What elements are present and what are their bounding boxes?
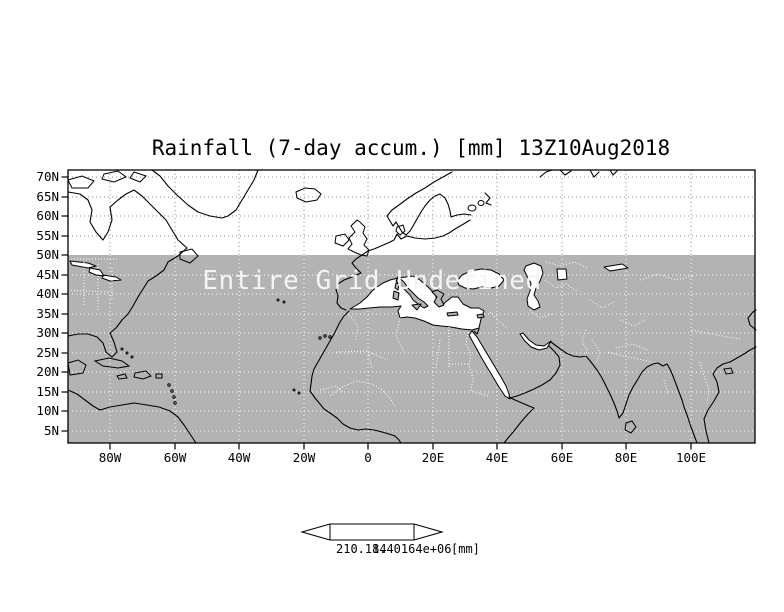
great-britain: [347, 219, 370, 257]
novaya-zemlya: [539, 169, 553, 178]
caspian-sea: [523, 262, 544, 311]
lat-label: 25N: [36, 345, 59, 360]
arctic-islands: [67, 170, 147, 189]
antilles-island: [172, 395, 176, 399]
colorbar-min-label: 210.184: [336, 542, 387, 556]
lon-label: 60W: [164, 450, 187, 465]
iceland: [295, 187, 322, 203]
greece: [431, 289, 445, 308]
horn-of-africa-coast: [503, 396, 535, 444]
italy: [395, 276, 429, 309]
azores-island: [282, 300, 286, 304]
lat-label: 45N: [36, 267, 59, 282]
mediterranean-peninsulas: [392, 276, 485, 319]
corsica: [394, 282, 400, 291]
lat-label: 60N: [36, 208, 59, 223]
north-america-coast: [67, 189, 188, 358]
plot-title: Rainfall (7-day accum.) [mm] 13Z10Aug201…: [152, 136, 670, 160]
cyprus: [476, 313, 485, 319]
lon-label: 60E: [551, 450, 574, 465]
cape-verde-island: [297, 391, 301, 395]
lon-label: 20E: [422, 450, 445, 465]
bahamas-island: [125, 351, 129, 355]
antilles-island: [170, 389, 174, 393]
indochina-coast: [703, 346, 757, 444]
lake-balkhash: [603, 263, 629, 272]
canary-island: [318, 336, 322, 340]
bahamas-island: [130, 355, 134, 359]
lat-label: 50N: [36, 247, 59, 262]
lat-label: 10N: [36, 403, 59, 418]
canary-island: [323, 334, 327, 338]
cuba: [93, 357, 131, 369]
plot-border: [67, 169, 756, 444]
africa-west-coast: [309, 310, 402, 444]
newfoundland: [179, 248, 199, 264]
arctic-coast: [559, 169, 618, 178]
yucatan: [67, 359, 87, 376]
lon-label: 100E: [676, 450, 706, 465]
lat-label: 30N: [36, 325, 59, 340]
aral-sea: [556, 268, 568, 281]
lat-label: 55N: [36, 228, 59, 243]
puerto-rico: [155, 373, 163, 379]
greenland-coast: [151, 169, 259, 219]
europe-atlantic-coast: [335, 219, 471, 311]
gridlines: [68, 170, 755, 443]
grid-undefined-message: Entire Grid Undefined: [202, 266, 541, 296]
lon-label: 80W: [99, 450, 122, 465]
ireland: [334, 233, 350, 247]
canary-island: [328, 335, 332, 339]
sri-lanka: [624, 420, 637, 434]
lat-label: 65N: [36, 189, 59, 204]
south-asia-coast: [550, 341, 698, 444]
bohai-coast: [747, 309, 757, 331]
black-sea: [456, 268, 505, 290]
sardinia: [392, 290, 400, 301]
lat-label: 5N: [44, 423, 59, 438]
colorbar: 210.184 1.40164e+06 [mm]: [299, 523, 480, 556]
colorbar-max-label: 1.40164e+06: [372, 542, 451, 556]
lon-label: 40E: [486, 450, 509, 465]
jamaica: [116, 373, 128, 380]
azores-island: [276, 298, 280, 302]
lat-label: 20N: [36, 364, 59, 379]
colorbar-shape: [299, 523, 445, 541]
white-sea-inlet: [484, 192, 492, 206]
crete: [446, 311, 459, 317]
lat-label: 70N: [36, 169, 59, 184]
south-america-coast: [99, 402, 197, 444]
latitude-axis: 70N 65N 60N 55N 50N 45N 40N 35N 30N 25N …: [36, 169, 59, 438]
rivers-and-borders: [67, 258, 741, 408]
lon-label: 0: [364, 450, 372, 465]
lake-ladoga: [467, 204, 477, 212]
lon-label: 20W: [293, 450, 316, 465]
great-lakes: [69, 260, 122, 282]
central-america-coast: [67, 389, 101, 411]
colorbar-units-label: [mm]: [451, 542, 480, 556]
bahamas-island: [120, 347, 124, 351]
lake-onega: [477, 200, 485, 206]
arabia-south-coast: [509, 345, 561, 399]
coastlines: [67, 169, 757, 444]
lat-label: 40N: [36, 286, 59, 301]
lat-label: 35N: [36, 306, 59, 321]
persian-gulf: [519, 332, 552, 351]
longitude-axis: 80W 60W 40W 20W 0 20E 40E 60E 80E 100E: [99, 450, 706, 465]
lon-label: 40W: [228, 450, 251, 465]
lat-label: 15N: [36, 384, 59, 399]
hainan: [723, 367, 734, 375]
hispaniola: [133, 370, 152, 380]
sinai: [473, 328, 480, 335]
cape-verde-island: [292, 388, 296, 392]
axis-ticks: [61, 176, 692, 450]
antilles-island: [167, 383, 171, 387]
lon-label: 80E: [615, 450, 638, 465]
red-sea: [468, 330, 511, 400]
antilles-island: [173, 401, 177, 405]
scandinavia-coast: [386, 171, 472, 236]
sicily: [411, 303, 422, 311]
